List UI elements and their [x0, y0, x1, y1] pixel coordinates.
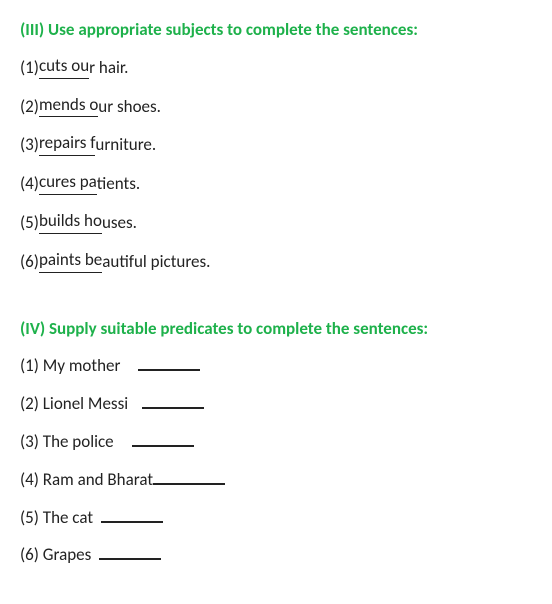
- exercise-item: (1) My mother: [20, 354, 532, 378]
- exercise-item: (5) builds houses.: [20, 211, 532, 236]
- blank-field[interactable]: [99, 556, 161, 560]
- item-text: autiful pictures.: [102, 251, 210, 272]
- blank-field[interactable]: [153, 481, 225, 485]
- blank-field[interactable]: mends o: [39, 93, 98, 118]
- item-number: (4): [20, 173, 39, 194]
- section-3-heading: (III) Use appropriate subjects to comple…: [20, 18, 532, 42]
- item-number: (1): [20, 57, 39, 78]
- item-text: tients.: [97, 173, 140, 194]
- item-text: Grapes: [43, 544, 92, 565]
- item-text: Ram and Bharat: [43, 469, 153, 490]
- item-number: (6): [20, 544, 43, 565]
- item-number: (2): [20, 96, 39, 117]
- section-4: (IV) Supply suitable predicates to compl…: [20, 317, 532, 568]
- blank-field[interactable]: [101, 519, 163, 523]
- exercise-item: (3) repairs furniture.: [20, 133, 532, 158]
- item-text: My mother: [43, 355, 121, 376]
- exercise-item: (3) The police: [20, 430, 532, 454]
- exercise-item: (2) Lionel Messi: [20, 392, 532, 416]
- section-gap: [20, 289, 532, 317]
- item-text: The police: [43, 431, 114, 452]
- item-number: (6): [20, 251, 39, 272]
- section-4-heading: (IV) Supply suitable predicates to compl…: [20, 317, 532, 341]
- item-number: (1): [20, 355, 43, 376]
- exercise-item: (4) cures patients.: [20, 172, 532, 197]
- item-number: (5): [20, 507, 43, 528]
- item-text: The cat: [43, 507, 93, 528]
- blank-field[interactable]: cuts ou: [39, 54, 89, 79]
- exercise-item: (4) Ram and Bharat: [20, 468, 532, 492]
- item-number: (3): [20, 431, 43, 452]
- item-text: r hair.: [89, 57, 128, 78]
- blank-field[interactable]: builds ho: [39, 209, 102, 234]
- blank-field[interactable]: [132, 443, 194, 447]
- exercise-item: (2) mends our shoes.: [20, 95, 532, 120]
- item-number: (3): [20, 134, 39, 155]
- exercise-item: (5) The cat: [20, 506, 532, 530]
- item-text: ur shoes.: [98, 96, 161, 117]
- item-number: (4): [20, 469, 43, 490]
- item-number: (5): [20, 212, 39, 233]
- blank-field[interactable]: [138, 367, 200, 371]
- exercise-item: (6) paints beautiful pictures.: [20, 250, 532, 275]
- exercise-item: (6) Grapes: [20, 543, 532, 567]
- section-3-items: (1) cuts our hair. (2) mends our shoes. (3…: [20, 56, 532, 275]
- item-text: urniture.: [95, 134, 156, 155]
- item-text: Lionel Messi: [43, 393, 128, 414]
- blank-field[interactable]: [142, 405, 204, 409]
- blank-field[interactable]: repairs f: [39, 131, 95, 156]
- section-4-items: (1) My mother(2) Lionel Messi(3) The pol…: [20, 354, 532, 567]
- item-number: (2): [20, 393, 43, 414]
- blank-field[interactable]: cures pa: [39, 170, 97, 195]
- section-3: (III) Use appropriate subjects to comple…: [20, 18, 532, 275]
- blank-field[interactable]: paints be: [39, 248, 102, 273]
- exercise-item: (1) cuts our hair.: [20, 56, 532, 81]
- item-text: uses.: [102, 212, 137, 233]
